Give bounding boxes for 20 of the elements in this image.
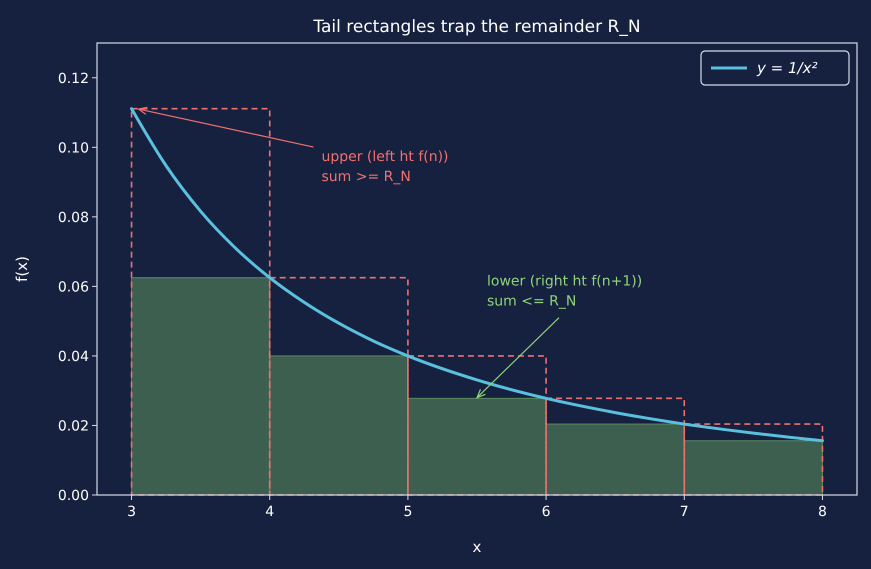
x-tick-label: 6 — [542, 504, 551, 520]
y-tick-label: 0.00 — [58, 488, 89, 504]
line-series — [130, 107, 824, 442]
y-axis-title: f(x) — [13, 256, 31, 282]
y-tick-label: 0.02 — [58, 418, 89, 434]
legend-label: y = 1/x² — [756, 59, 818, 77]
annotation: lower (right ht f(n+1)) sum <= R_N — [487, 274, 642, 310]
y-tick-label: 0.04 — [58, 348, 90, 365]
chart-title: Tail rectangles trap the remainder R_N — [312, 17, 641, 37]
y-tick-label: 0.06 — [58, 279, 90, 296]
annotation: upper (left ht f(n)) sum >= R_N — [321, 149, 449, 186]
x-tick-label: 4 — [265, 504, 274, 520]
x-tick-label: 8 — [818, 504, 827, 520]
y-tick-label: 0.12 — [58, 70, 89, 87]
x-tick-label: 3 — [127, 504, 136, 520]
y-tick-label: 0.08 — [58, 210, 89, 226]
x-axis-title: x — [472, 538, 482, 556]
y-tick-label: 0.10 — [58, 140, 89, 156]
x-tick-label: 5 — [403, 504, 412, 520]
x-tick-label: 7 — [680, 504, 689, 520]
